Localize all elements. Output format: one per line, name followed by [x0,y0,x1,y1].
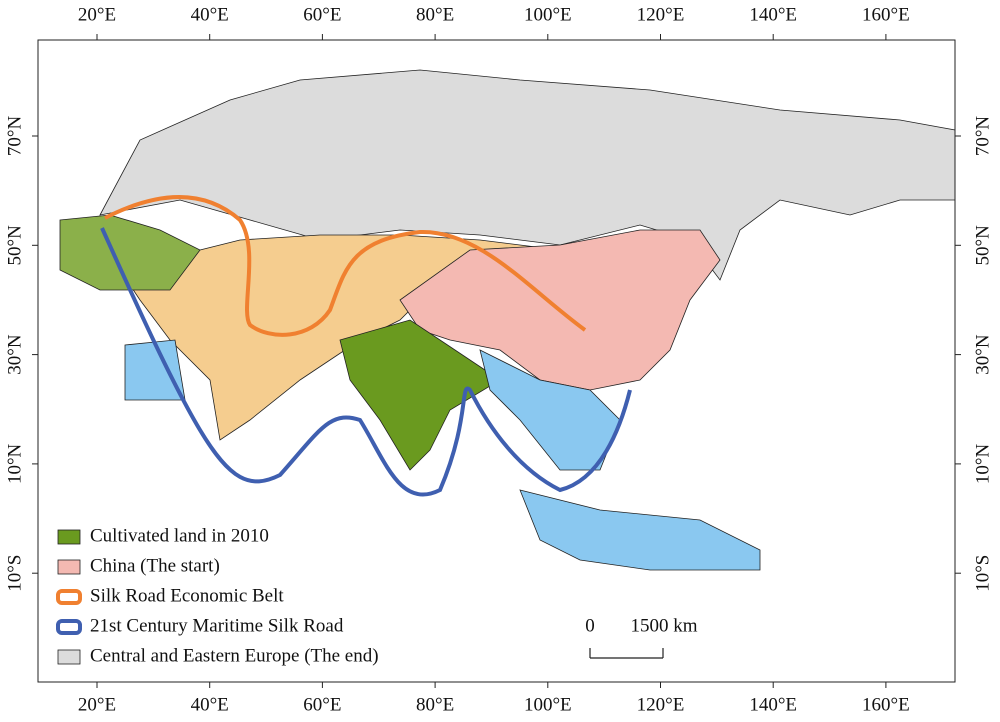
legend-swatch [56,619,82,635]
lon-label-bottom: 100°E [524,694,572,715]
lon-label-bottom: 120°E [637,694,685,715]
lon-label-bottom: 80°E [416,694,454,715]
lon-label-top: 120°E [637,4,685,25]
legend-label: Central and Eastern Europe (The end) [90,645,379,666]
lon-label-top: 160°E [862,4,910,25]
lon-label-top: 20°E [78,4,116,25]
lon-label-top: 40°E [191,4,229,25]
lat-label-left: 30°N [4,334,25,375]
legend-label: China (The start) [90,555,220,576]
legend-label: 21st Century Maritime Silk Road [90,615,344,636]
lon-label-bottom: 160°E [862,694,910,715]
europe [59,214,201,291]
lon-label-bottom: 60°E [303,694,341,715]
lat-label-left: 10°N [4,443,25,484]
lon-label-top: 100°E [524,4,572,25]
legend-label: Silk Road Economic Belt [90,585,284,606]
scale-bar [589,648,664,659]
lon-label-bottom: 140°E [749,694,797,715]
lon-label-bottom: 40°E [191,694,229,715]
lat-label-right: 70°N [972,116,993,157]
land [59,69,956,571]
russia [99,69,956,281]
india [339,319,501,471]
indonesia [519,489,761,571]
map-frame [37,39,956,683]
lat-label-left: 70°N [4,116,25,157]
silk-road-belt [104,195,587,337]
legend-swatch [57,529,81,545]
legend-swatch [57,559,81,575]
lat-label-right: 10°N [972,443,993,484]
lon-label-bottom: 20°E [78,694,116,715]
lon-label-top: 80°E [416,4,454,25]
scale-start: 0 [585,615,595,636]
maritime-silk-road [100,227,632,497]
lat-label-right: 10°S [972,555,993,592]
legend-swatch [56,589,82,605]
egypt [124,339,186,401]
lon-label-top: 60°E [303,4,341,25]
legend-label: Cultivated land in 2010 [90,525,269,546]
lat-label-left: 10°S [4,555,25,592]
legend-swatch [57,649,81,665]
lon-label-top: 140°E [749,4,797,25]
lat-label-left: 50°N [4,225,25,266]
scale-end: 1500 km [630,615,697,636]
lat-label-right: 50°N [972,225,993,266]
lat-label-right: 30°N [972,334,993,375]
southeast-asia [479,349,621,471]
